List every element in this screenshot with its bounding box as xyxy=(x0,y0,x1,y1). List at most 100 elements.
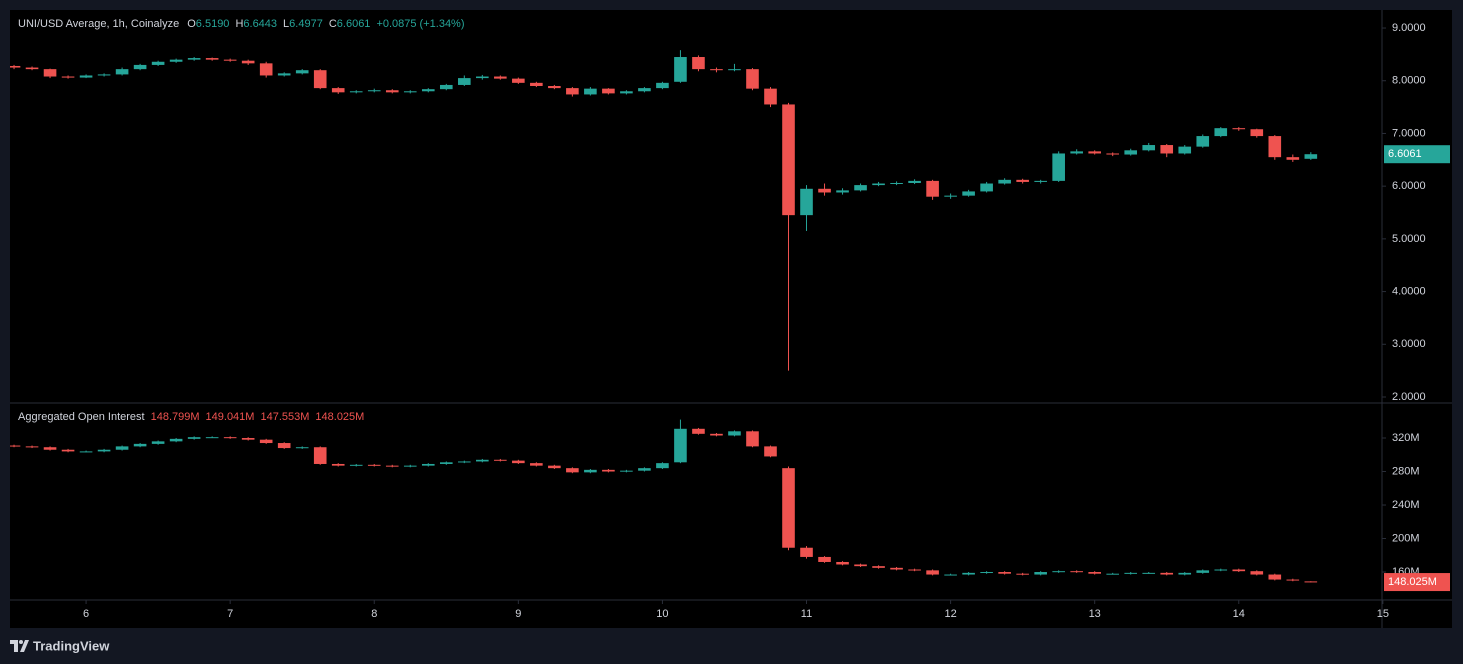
candle-body xyxy=(728,69,741,71)
y-tick-label: 320M xyxy=(1392,432,1420,444)
candle-body xyxy=(439,462,453,464)
candle-body xyxy=(295,70,309,74)
candle-body xyxy=(115,446,129,450)
y-tick-label: 280M xyxy=(1392,465,1420,477)
pane-title: UNI/USD Average, 1h, Coinalyze O6.5190 H6.… xyxy=(18,18,465,30)
candle-body xyxy=(1088,572,1101,574)
candle-body xyxy=(97,74,111,76)
candle-body xyxy=(728,431,741,436)
candle-body xyxy=(349,91,363,93)
candle-body xyxy=(331,463,345,466)
candle-body xyxy=(259,63,273,76)
candle-body xyxy=(313,70,327,89)
candle-body xyxy=(169,438,183,442)
candle-body xyxy=(890,567,903,570)
candle-body xyxy=(638,468,651,471)
candle-body xyxy=(115,69,129,75)
candle-body xyxy=(241,60,255,64)
legend-value: 6.4977 xyxy=(289,18,323,30)
candle-body xyxy=(1142,145,1156,151)
candle-body xyxy=(1214,569,1228,571)
candle-body xyxy=(133,443,147,447)
candle-body xyxy=(818,188,831,193)
legend-value: 148.799M xyxy=(151,411,200,423)
x-tick-label: 9 xyxy=(515,608,521,620)
x-tick-label: 13 xyxy=(1089,608,1101,620)
candle-body xyxy=(710,69,723,71)
candle-body xyxy=(908,180,921,183)
candle-body xyxy=(1034,572,1047,575)
candle-body xyxy=(980,183,993,192)
candle-body xyxy=(674,57,687,82)
candle-body xyxy=(854,564,867,567)
candle-body xyxy=(494,76,507,79)
candle-body xyxy=(602,469,615,472)
candle-body xyxy=(692,428,705,434)
candle-body xyxy=(584,88,597,95)
legend-value: 6.6443 xyxy=(243,18,277,30)
candle-body xyxy=(205,58,219,60)
candle-body xyxy=(385,90,399,93)
candle-body xyxy=(97,449,111,452)
candle-body xyxy=(530,463,543,466)
legend-value: 147.553M xyxy=(260,411,309,423)
legend-key: L xyxy=(283,18,289,30)
candle-body xyxy=(61,76,75,78)
x-tick-label: 14 xyxy=(1233,608,1245,620)
last-value-box xyxy=(1384,573,1450,592)
y-tick-label: 5.0000 xyxy=(1392,233,1426,245)
y-tick-label: 8.0000 xyxy=(1392,75,1426,87)
candle-body xyxy=(367,464,381,466)
candle-body xyxy=(800,547,813,557)
candle-body xyxy=(421,463,435,466)
candle-body xyxy=(764,88,777,105)
brand-logo xyxy=(10,640,29,652)
x-tick-label: 6 xyxy=(83,608,89,620)
candle-body xyxy=(1070,571,1083,573)
candle-body xyxy=(1106,153,1120,155)
candle-body xyxy=(1196,570,1210,573)
legend-value: 148.025M xyxy=(315,411,364,423)
candle-body xyxy=(1268,574,1282,580)
candle-body xyxy=(1178,146,1192,154)
candle-body xyxy=(944,574,957,576)
candle-body xyxy=(25,67,39,70)
candle-body xyxy=(79,451,93,453)
candle-body xyxy=(800,188,813,216)
plot xyxy=(10,419,1318,583)
candle-body xyxy=(836,190,849,193)
last-value-label: 6.6061 xyxy=(1388,148,1422,160)
candle-body xyxy=(403,465,417,467)
candle-body xyxy=(458,461,471,463)
legend-key: H xyxy=(235,18,243,30)
candle-body xyxy=(980,572,993,574)
last-value-box xyxy=(1384,145,1450,164)
candle-body xyxy=(908,569,921,571)
candle-body xyxy=(313,447,327,464)
candle-body xyxy=(962,572,975,575)
candle-body xyxy=(1232,128,1246,130)
candle-body xyxy=(1016,179,1029,182)
candle-body xyxy=(223,59,237,61)
candle-body xyxy=(1160,572,1174,575)
candle-body xyxy=(1250,129,1264,137)
candle-body xyxy=(548,465,561,469)
legend-value: 6.6061 xyxy=(337,18,371,30)
candle-body xyxy=(277,73,291,76)
candle-body xyxy=(1286,579,1300,581)
candle-body xyxy=(10,445,21,447)
candle-body xyxy=(367,90,381,92)
pane-title: Aggregated Open Interest 148.799M 149.041M… xyxy=(18,411,364,423)
candle-body xyxy=(962,191,975,196)
candle-body xyxy=(1250,571,1264,575)
candle-body xyxy=(458,78,471,85)
legend-value: 149.041M xyxy=(206,411,255,423)
brand-logo-dot xyxy=(19,640,23,644)
candle-body xyxy=(746,431,759,447)
candle-body xyxy=(295,447,309,449)
candle-body xyxy=(223,437,237,439)
x-tick-label: 7 xyxy=(227,608,233,620)
candle-body xyxy=(25,446,39,448)
